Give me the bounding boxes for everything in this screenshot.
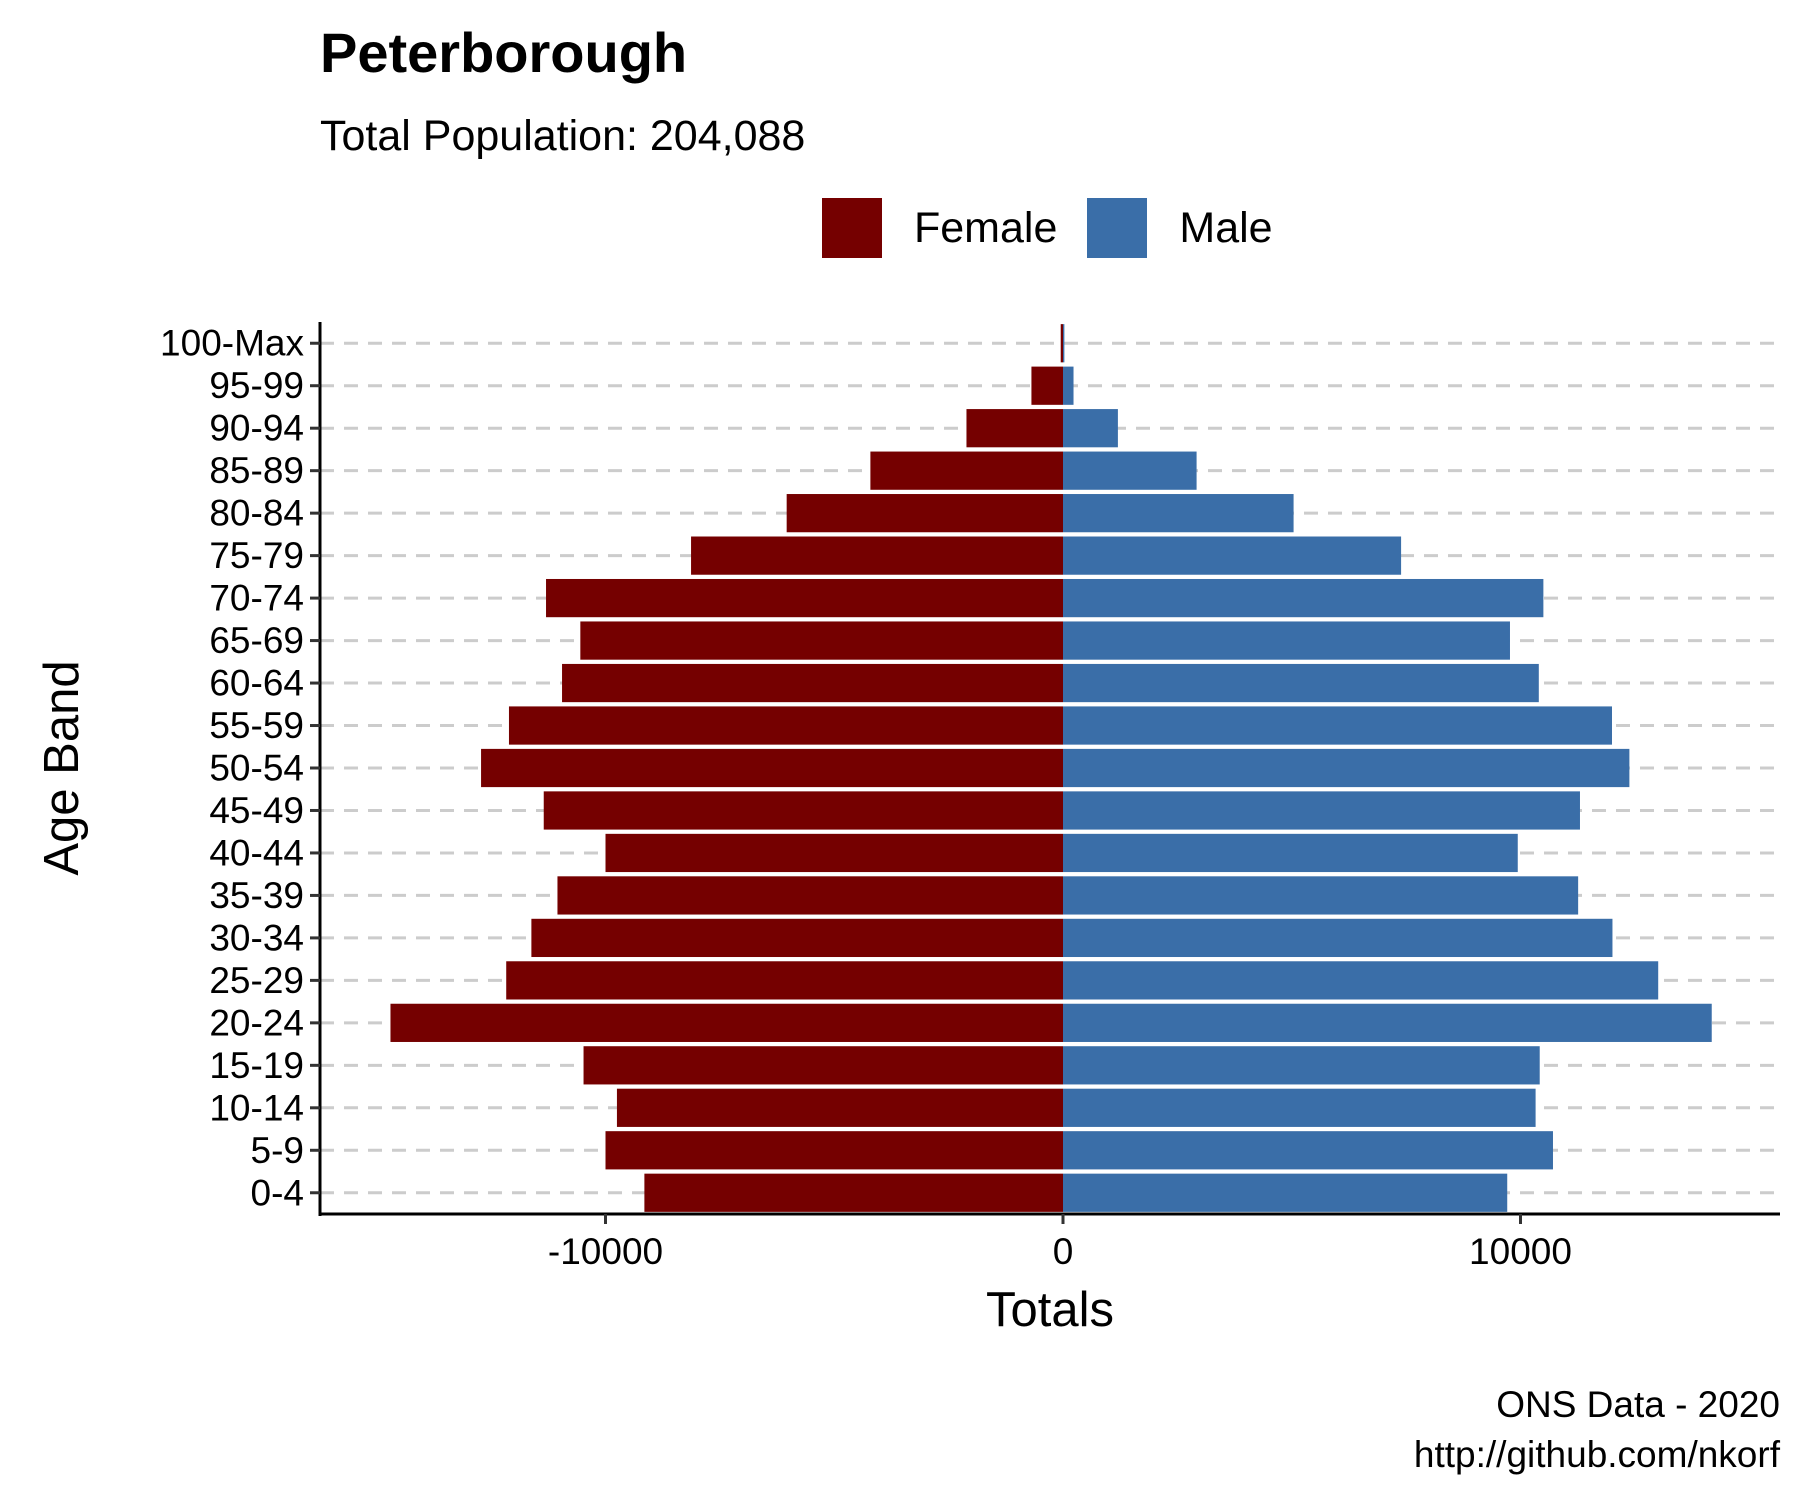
x-tick-label: -10000 xyxy=(548,1231,663,1272)
legend-item-male: Male xyxy=(1087,198,1273,258)
caption: ONS Data - 2020 http://github.com/nkorf xyxy=(1414,1380,1780,1480)
bar-male-85-89 xyxy=(1063,451,1197,490)
legend-label-male: Male xyxy=(1179,203,1273,252)
bar-female-40-44 xyxy=(605,833,1063,873)
x-axis-title: Totals xyxy=(986,1283,1114,1337)
y-tick-label: 95-99 xyxy=(209,365,304,406)
legend-item-female: Female xyxy=(822,198,1057,258)
bar-male-65-69 xyxy=(1063,621,1510,660)
legend: Female Male xyxy=(822,198,1303,258)
bar-male-50-54 xyxy=(1063,748,1630,788)
x-tick-label: 0 xyxy=(1053,1231,1074,1272)
bar-female-55-59 xyxy=(508,706,1063,745)
bar-female-90-94 xyxy=(966,409,1063,448)
bar-male-15-19 xyxy=(1063,1046,1540,1085)
bar-female-80-84 xyxy=(786,494,1063,533)
bar-female-25-29 xyxy=(506,961,1063,1000)
bar-male-60-64 xyxy=(1063,663,1539,703)
y-tick-label: 90-94 xyxy=(209,408,304,449)
chart-title: Peterborough xyxy=(320,21,688,84)
y-tick-label: 85-89 xyxy=(209,450,304,491)
y-tick-label: 50-54 xyxy=(209,748,304,789)
bar-female-85-89 xyxy=(870,451,1063,490)
legend-key-male xyxy=(1087,198,1148,258)
bar-male-70-74 xyxy=(1063,578,1544,618)
y-tick-label: 70-74 xyxy=(209,578,304,619)
bar-female-95-99 xyxy=(1031,366,1063,405)
bar-female-35-39 xyxy=(557,876,1063,915)
y-tick-label: 25-29 xyxy=(209,960,304,1001)
caption-source: ONS Data - 2020 xyxy=(1496,1384,1780,1425)
bar-male-35-39 xyxy=(1063,876,1579,915)
bar-female-45-49 xyxy=(543,791,1063,830)
bar-male-80-84 xyxy=(1063,494,1294,533)
bar-male-90-94 xyxy=(1063,409,1118,448)
bar-male-0-4 xyxy=(1063,1173,1508,1212)
chart-subtitle: Total Population: 204,088 xyxy=(320,112,806,160)
bar-male-100-Max xyxy=(1063,324,1065,363)
bar-male-30-34 xyxy=(1063,918,1613,958)
bar-male-20-24 xyxy=(1063,1003,1712,1042)
bar-male-10-14 xyxy=(1063,1088,1536,1127)
y-tick-label: 15-19 xyxy=(209,1045,304,1086)
bar-female-15-19 xyxy=(583,1046,1063,1085)
y-tick-label: 20-24 xyxy=(209,1002,304,1043)
y-tick-label: 100-Max xyxy=(160,323,304,364)
y-tick-label: 40-44 xyxy=(209,832,304,873)
y-tick-label: 35-39 xyxy=(209,875,304,916)
y-tick-label: 80-84 xyxy=(209,493,304,534)
bar-male-25-29 xyxy=(1063,961,1659,1000)
y-tick-label: 55-59 xyxy=(209,705,304,746)
bar-female-60-64 xyxy=(562,663,1063,703)
y-tick-label: 65-69 xyxy=(209,620,304,661)
x-tick-label: 10000 xyxy=(1469,1231,1572,1272)
bar-male-45-49 xyxy=(1063,791,1580,830)
bar-female-30-34 xyxy=(531,918,1063,958)
bar-female-0-4 xyxy=(644,1173,1063,1212)
bar-male-75-79 xyxy=(1063,536,1402,575)
bar-female-75-79 xyxy=(691,536,1063,575)
y-tick-label: 30-34 xyxy=(209,917,304,958)
bar-male-95-99 xyxy=(1063,366,1074,405)
bar-female-20-24 xyxy=(390,1003,1064,1042)
y-tick-label: 45-49 xyxy=(209,790,304,831)
bar-male-55-59 xyxy=(1063,706,1612,745)
bar-female-5-9 xyxy=(605,1131,1063,1170)
bar-female-50-54 xyxy=(481,748,1063,788)
y-tick-label: 5-9 xyxy=(251,1130,304,1171)
bar-female-70-74 xyxy=(546,578,1063,618)
y-axis-title: Age Band xyxy=(35,660,89,875)
y-tick-label: 0-4 xyxy=(251,1172,304,1213)
bar-male-5-9 xyxy=(1063,1131,1553,1170)
y-tick-label: 75-79 xyxy=(209,535,304,576)
bar-male-40-44 xyxy=(1063,833,1518,873)
bar-female-100-Max xyxy=(1060,324,1063,363)
bar-female-65-69 xyxy=(580,621,1063,660)
y-tick-label: 60-64 xyxy=(209,663,304,704)
y-tick-label: 10-14 xyxy=(209,1087,304,1128)
legend-key-female xyxy=(822,198,882,258)
caption-url: http://github.com/nkorf xyxy=(1413,1434,1780,1475)
bar-female-10-14 xyxy=(616,1088,1063,1127)
legend-label-female: Female xyxy=(914,203,1058,252)
